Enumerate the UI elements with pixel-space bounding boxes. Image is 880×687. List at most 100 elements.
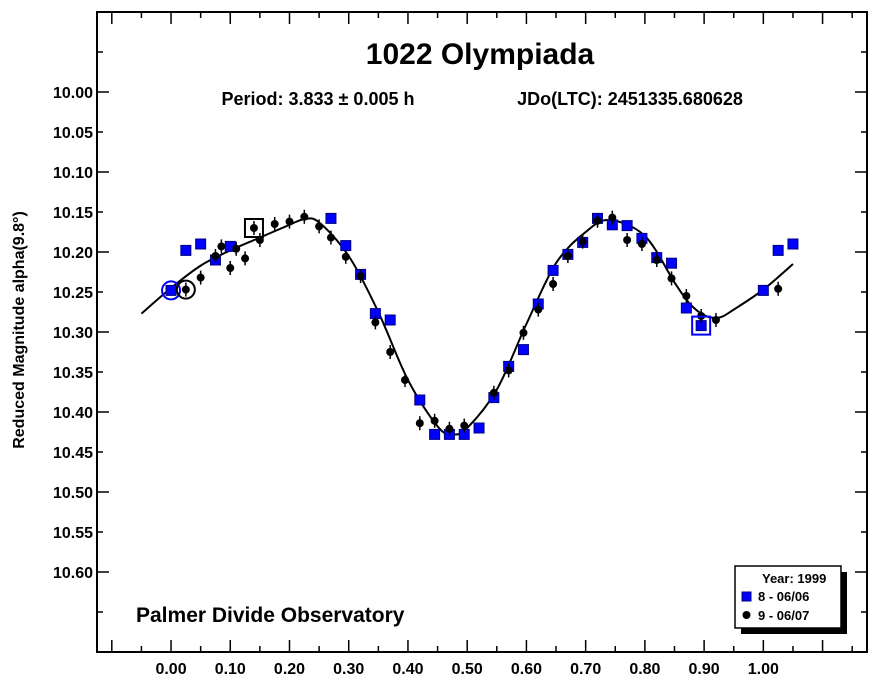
highlight-square: [243, 218, 264, 238]
legend-entry-1: 8 - 06/06: [758, 589, 809, 604]
x-tick-label: 0.40: [392, 661, 423, 678]
y-tick-label: 10.05: [53, 125, 93, 142]
data-point-series-2: [623, 236, 632, 244]
highlight-square: [691, 315, 712, 336]
highlighted-points: [161, 218, 712, 336]
data-point-series-2: [232, 244, 241, 253]
x-tick-label: 0.50: [452, 661, 483, 678]
y-tick-label: 10.15: [53, 205, 93, 222]
data-point-series-1: [325, 212, 337, 224]
data-point-series-1: [384, 314, 396, 326]
legend-box: [734, 565, 842, 629]
data-series: [165, 209, 799, 440]
data-point-series-2: [519, 328, 528, 337]
legend-title: Year: 1999: [762, 571, 826, 586]
data-point-series-2: [217, 242, 226, 251]
data-point-series-2: [226, 264, 235, 272]
x-tick-label: 0.00: [155, 661, 186, 678]
legend-marker-square: [741, 591, 752, 602]
y-tick-label: 10.40: [53, 405, 93, 422]
data-point-series-2: [386, 348, 395, 356]
data-point-series-1: [680, 302, 692, 314]
data-point-series-2: [356, 272, 365, 280]
data-point-series-1: [547, 264, 559, 276]
data-point-series-1: [473, 422, 485, 434]
x-tick-label: 0.80: [629, 661, 660, 678]
data-point-series-2: [489, 388, 498, 397]
plot-frame: [96, 11, 868, 653]
highlight-circle: [175, 279, 196, 300]
data-point-series-1: [165, 284, 177, 296]
data-point-series-2: [371, 318, 380, 327]
data-point-series-2: [315, 222, 324, 231]
data-point-series-1: [195, 238, 207, 250]
data-point-series-2: [504, 366, 513, 375]
y-tick-label: 10.45: [53, 445, 93, 462]
data-point-series-2: [774, 284, 783, 293]
data-point-series-2: [563, 252, 572, 260]
x-axis: 0.00 0.10 0.20 0.30 0.40 0.50 0.60 0.70 0.80 0.90…: [111, 12, 853, 678]
data-point-series-2: [341, 252, 350, 261]
data-point-series-2: [593, 216, 602, 225]
legend-marker-circle: [742, 611, 751, 619]
data-point-series-2: [300, 212, 309, 221]
x-tick-label: 0.30: [333, 661, 364, 678]
data-point-series-1: [757, 284, 769, 296]
y-tick-label: 10.00: [53, 85, 93, 102]
data-point-series-2: [460, 421, 469, 430]
data-point-series-1: [414, 394, 426, 406]
data-point-series-2: [445, 424, 454, 433]
data-point-series-1: [340, 240, 352, 252]
data-point-series-1: [787, 238, 799, 250]
data-point-series-1: [429, 428, 441, 440]
y-tick-label: 10.50: [53, 485, 93, 502]
data-point-series-2: [285, 217, 294, 226]
data-point-series-2: [415, 419, 424, 428]
data-point-series-2: [549, 280, 558, 288]
x-tick-label: 0.90: [689, 661, 720, 678]
data-point-series-2: [270, 220, 279, 228]
observatory-annotation: Palmer Divide Observatory: [136, 604, 405, 627]
y-tick-label: 10.20: [53, 245, 93, 262]
data-point-series-2: [401, 376, 409, 384]
data-point-series-1: [772, 244, 784, 256]
legend: Year: 1999 8 - 06/06 9 - 06/07: [734, 565, 847, 634]
data-point-series-2: [667, 274, 676, 283]
data-point-series-2: [578, 237, 587, 246]
data-point-series-2: [249, 224, 258, 232]
period-label: Period: 3.833 ± 0.005 h: [222, 89, 415, 109]
data-point-series-2: [534, 305, 543, 314]
data-point-series-2: [608, 213, 617, 222]
y-axis: 10.00 10.05 10.10 10.15 10.20 10.25 10.30 10.35…: [53, 11, 867, 653]
data-point-series-1: [517, 344, 529, 356]
data-point-series-1: [621, 220, 633, 232]
x-tick-label: 0.20: [274, 661, 305, 678]
legend-entry-2: 9 - 06/07: [758, 608, 809, 623]
x-tick-label: 0.10: [215, 661, 246, 678]
data-point-series-2: [682, 292, 691, 300]
data-point-series-2: [652, 256, 661, 264]
x-tick-label: 1.00: [748, 661, 779, 678]
data-point-series-2: [181, 285, 190, 294]
data-point-series-2: [711, 316, 720, 324]
x-tick-label: 0.60: [511, 661, 542, 678]
data-point-series-1: [180, 244, 192, 256]
y-tick-label: 10.35: [53, 365, 93, 382]
data-point-series-2: [196, 273, 205, 282]
data-point-series-2: [326, 233, 335, 242]
data-point-series-2: [637, 240, 646, 248]
y-tick-label: 10.55: [53, 525, 93, 542]
x-tick-label: 0.70: [570, 661, 601, 678]
epoch-label: JDo(LTC): 2451335.680628: [517, 89, 743, 109]
data-point-series-2: [241, 254, 250, 263]
y-axis-label: Reduced Magnitude alpha(9.8°): [11, 211, 28, 449]
highlight-circle: [161, 280, 182, 301]
y-tick-label: 10.30: [53, 325, 93, 342]
chart-title: 1022 Olympiada: [366, 38, 595, 71]
y-tick-label: 10.25: [53, 285, 93, 302]
data-point-series-2: [211, 252, 220, 260]
data-point-series-2: [430, 416, 439, 425]
y-tick-label: 10.60: [53, 565, 93, 582]
data-point-series-1: [666, 257, 678, 269]
